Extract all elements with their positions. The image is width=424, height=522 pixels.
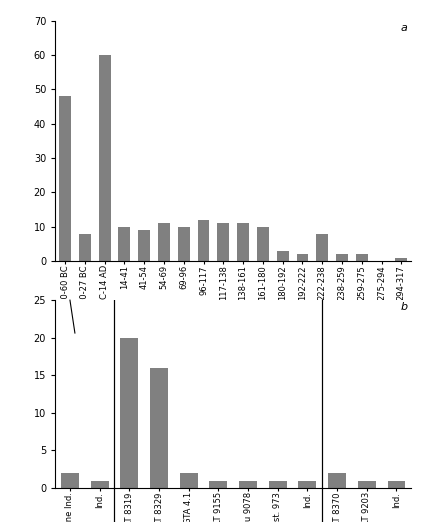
Bar	[91, 481, 109, 488]
Bar	[237, 223, 249, 261]
Bar	[198, 220, 209, 261]
Bar	[118, 227, 130, 261]
Bar	[180, 473, 198, 488]
Bar	[358, 481, 376, 488]
Bar	[158, 223, 170, 261]
Bar	[61, 473, 79, 488]
Bar	[209, 481, 227, 488]
Bar	[296, 254, 308, 261]
Bar	[388, 481, 405, 488]
Bar	[269, 481, 287, 488]
Bar	[99, 55, 111, 261]
Bar	[138, 230, 150, 261]
Bar	[178, 227, 190, 261]
Bar	[336, 254, 348, 261]
Text: a: a	[401, 23, 408, 33]
Bar	[328, 473, 346, 488]
Bar	[277, 251, 289, 261]
Text: b: b	[401, 302, 408, 312]
Bar	[79, 233, 91, 261]
Bar	[396, 257, 407, 261]
Bar	[298, 481, 316, 488]
Bar	[239, 481, 257, 488]
Bar	[257, 227, 269, 261]
Bar	[150, 368, 168, 488]
Bar	[356, 254, 368, 261]
Bar	[218, 223, 229, 261]
Bar	[120, 338, 138, 488]
Bar	[316, 233, 328, 261]
Bar	[59, 97, 71, 261]
